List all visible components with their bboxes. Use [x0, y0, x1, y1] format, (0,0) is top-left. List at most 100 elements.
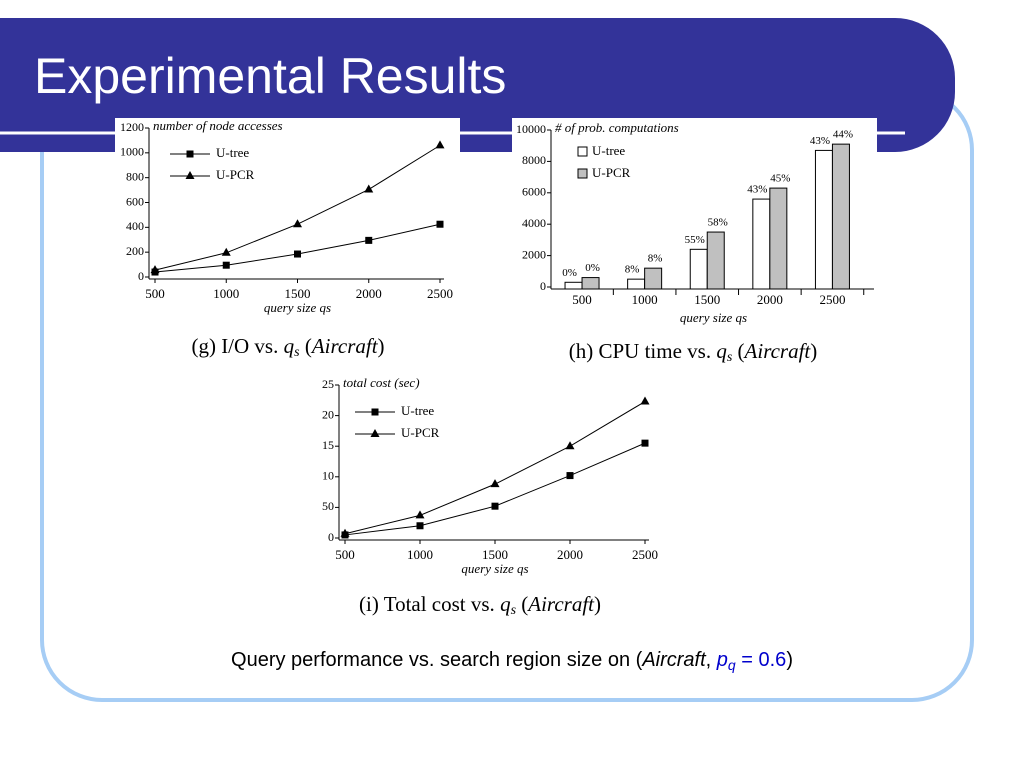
bar: [752, 198, 771, 290]
marker: [186, 150, 194, 158]
x-axis-label: query size qs: [680, 310, 747, 325]
y-tick-label: 25: [322, 377, 334, 391]
bar: [706, 231, 725, 290]
chart-caption: (g) I/O vs. qs (Aircraft): [191, 334, 384, 360]
bar-annotation: 8%: [625, 264, 640, 276]
y-tick-label: 1200: [120, 120, 144, 134]
y-tick-label: 20: [322, 407, 334, 421]
caption-part: q: [716, 339, 727, 363]
caption-part: Aircraft: [641, 649, 707, 671]
y-tick-label: 200: [126, 244, 144, 258]
series-line: [344, 401, 646, 535]
legend-swatch: [577, 168, 588, 179]
marker: [294, 250, 301, 258]
caption-part: (g) I/O vs.: [191, 334, 283, 358]
y-tick-label: 8000: [522, 153, 546, 167]
caption-part: q: [728, 657, 736, 673]
bar: [814, 149, 833, 290]
marker: [435, 140, 445, 149]
bar-annotation: 43%: [747, 184, 767, 196]
caption-part: ,: [706, 649, 717, 671]
x-tick-label: 500: [572, 292, 592, 307]
series-line: [344, 442, 646, 536]
slide-caption: Query performance vs. search region size…: [231, 649, 793, 672]
marker: [416, 522, 424, 530]
x-tick-label: 1000: [632, 292, 658, 307]
bar-annotation: 45%: [770, 173, 790, 185]
x-axis-label: query size qs: [264, 300, 331, 315]
y-axis-label: total cost (sec): [343, 375, 420, 390]
caption-part: ): [810, 339, 817, 363]
marker: [566, 472, 574, 480]
chart-panel: [115, 118, 460, 330]
marker: [364, 184, 374, 193]
marker: [490, 479, 500, 488]
marker: [641, 439, 649, 447]
x-tick-label: 1500: [285, 286, 311, 301]
caption-part: p: [716, 649, 728, 671]
y-tick-label: 600: [126, 194, 144, 208]
bar-annotation: 8%: [648, 253, 663, 265]
caption-part: (: [732, 339, 744, 363]
caption-part: (h) CPU time vs.: [569, 339, 717, 363]
legend-swatch: [577, 146, 588, 157]
y-tick-label: 10: [322, 469, 334, 483]
legend-label: U-PCR: [592, 165, 631, 180]
marker: [436, 220, 444, 228]
x-tick-label: 500: [145, 286, 165, 301]
caption-part: s: [727, 350, 733, 365]
x-tick-label: 500: [335, 547, 355, 562]
y-tick-label: 0: [138, 269, 144, 283]
marker: [370, 429, 380, 437]
chart-caption: (h) CPU time vs. qs (Aircraft): [569, 339, 818, 365]
bar-annotation: 0%: [585, 262, 600, 274]
bar-annotation: 43%: [810, 135, 830, 147]
caption-part: ): [594, 592, 601, 616]
caption-part: Aircraft: [526, 592, 595, 616]
chart-caption: (i) Total cost vs. qs (Aircraft): [359, 592, 601, 618]
y-tick-label: 0: [328, 530, 334, 544]
x-axis-label: query size qs: [461, 561, 528, 576]
y-tick-label: 2000: [522, 247, 546, 261]
marker: [340, 528, 350, 537]
bar: [627, 278, 646, 290]
y-tick-label: 50: [322, 499, 334, 513]
bar-annotation: 44%: [833, 129, 853, 141]
x-tick-label: 1000: [407, 547, 433, 562]
caption-part: ): [786, 649, 793, 671]
caption-part: Aircraft: [310, 334, 379, 358]
y-tick-label: 4000: [522, 216, 546, 230]
marker: [565, 441, 575, 450]
x-tick-label: 1000: [213, 286, 239, 301]
legend-label: U-PCR: [401, 425, 440, 440]
caption-part: q: [284, 334, 295, 358]
bar: [769, 187, 788, 290]
y-tick-label: 0: [540, 279, 546, 293]
y-tick-label: 10000: [516, 122, 546, 136]
bar-annotation: 58%: [708, 217, 728, 229]
marker: [640, 396, 650, 405]
y-tick-label: 1000: [120, 145, 144, 159]
y-tick-label: 400: [126, 219, 144, 233]
bar: [564, 281, 583, 290]
marker: [371, 408, 379, 416]
marker: [293, 219, 302, 228]
marker: [365, 236, 373, 244]
bar: [581, 277, 600, 290]
x-tick-label: 2000: [356, 286, 382, 301]
bar-annotation: 0%: [562, 267, 577, 279]
caption-part: = 0.6: [736, 649, 787, 671]
bar: [644, 267, 663, 290]
x-tick-label: 2500: [819, 292, 845, 307]
x-tick-label: 1500: [694, 292, 720, 307]
x-tick-label: 2500: [632, 547, 658, 562]
caption-part: (i) Total cost vs.: [359, 592, 500, 616]
legend-label: U-tree: [592, 143, 625, 158]
marker: [222, 261, 230, 269]
bar-annotation: 55%: [685, 234, 705, 246]
caption-part: Aircraft: [743, 339, 812, 363]
marker: [415, 510, 425, 519]
slide-title: Experimental Results: [34, 48, 506, 104]
marker: [150, 265, 160, 274]
